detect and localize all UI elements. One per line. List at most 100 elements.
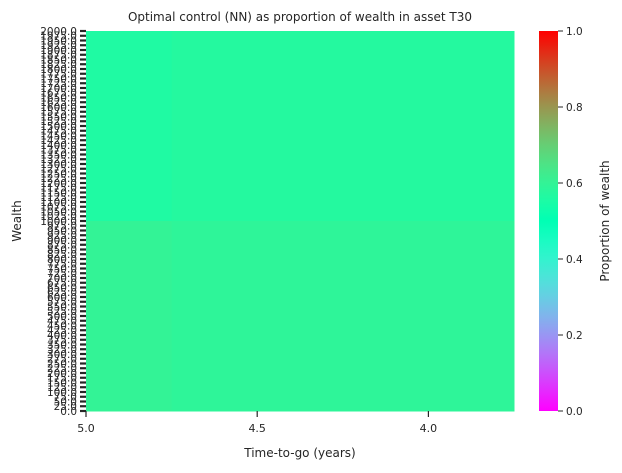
y-tick-label: 1275.0 xyxy=(40,164,77,176)
heatmap-region xyxy=(171,221,515,412)
y-tick-label: 1600.0 xyxy=(40,102,77,114)
y-axis-ticks: 0.025.050.075.0100.0125.0150.0175.0200.0… xyxy=(40,26,86,418)
y-tick-label: 1200.0 xyxy=(40,178,77,190)
y-tick-label: 700.0 xyxy=(47,273,77,285)
y-tick-label: 1800.0 xyxy=(40,64,77,76)
x-tick-label: 4.5 xyxy=(248,422,266,435)
y-tick-label: 425.0 xyxy=(47,325,77,337)
y-tick-label: 1025.0 xyxy=(40,211,77,223)
y-tick-label: 750.0 xyxy=(47,263,77,275)
y-tick-label: 1475.0 xyxy=(40,126,77,138)
y-tick-label: 925.0 xyxy=(47,230,77,242)
y-tick-label: 500.0 xyxy=(47,311,77,323)
y-tick-label: 1500.0 xyxy=(40,121,77,133)
y-tick-label: 100.0 xyxy=(47,387,77,399)
y-tick-label: 1750.0 xyxy=(40,73,77,85)
colorbar-tick-label: 0.2 xyxy=(566,330,583,342)
y-tick-label: 600.0 xyxy=(47,292,77,304)
y-tick-label: 1350.0 xyxy=(40,149,77,161)
y-tick-label: 350.0 xyxy=(47,339,77,351)
y-tick-label: 1575.0 xyxy=(40,107,77,119)
colorbar: 0.0 0.2 0.4 0.6 0.8 1.0 xyxy=(539,26,583,418)
y-tick-label: 725.0 xyxy=(47,268,77,280)
y-tick-label: 575.0 xyxy=(47,297,77,309)
x-tick-label: 4.0 xyxy=(420,422,438,435)
y-tick-label: 0.0 xyxy=(60,406,77,418)
y-tick-label: 1050.0 xyxy=(40,206,77,218)
y-tick-label: 450.0 xyxy=(47,320,77,332)
heatmap-region xyxy=(86,221,173,412)
colorbar-gradient xyxy=(539,31,558,411)
y-tick-label: 1550.0 xyxy=(40,111,77,123)
y-tick-label: 1100.0 xyxy=(40,197,77,209)
y-tick-label: 1825.0 xyxy=(40,59,77,71)
heatmap-region xyxy=(171,31,515,222)
y-tick-label: 1425.0 xyxy=(40,135,77,147)
y-tick-label: 400.0 xyxy=(47,330,77,342)
colorbar-tick-label: 1.0 xyxy=(566,26,583,38)
y-tick-label: 1675.0 xyxy=(40,88,77,100)
y-tick-label: 950.0 xyxy=(47,225,77,237)
y-tick-label: 275.0 xyxy=(47,354,77,366)
y-tick-label: 175.0 xyxy=(47,373,77,385)
y-tick-label: 1725.0 xyxy=(40,78,77,90)
y-tick-label: 1325.0 xyxy=(40,154,77,166)
y-tick-label: 225.0 xyxy=(47,363,77,375)
chart-title: Optimal control (NN) as proportion of we… xyxy=(128,10,472,24)
colorbar-tick-label: 0.4 xyxy=(566,254,583,266)
y-tick-label: 75.0 xyxy=(54,392,77,404)
y-tick-label: 1625.0 xyxy=(40,97,77,109)
y-tick-label: 200.0 xyxy=(47,368,77,380)
y-tick-label: 1900.0 xyxy=(40,45,77,57)
y-tick-label: 1150.0 xyxy=(40,187,77,199)
y-tick-label: 675.0 xyxy=(47,278,77,290)
y-tick-label: 1400.0 xyxy=(40,140,77,152)
y-tick-label: 1175.0 xyxy=(40,183,77,195)
y-tick-label: 325.0 xyxy=(47,344,77,356)
y-tick-label: 1950.0 xyxy=(40,35,77,47)
y-tick-label: 1125.0 xyxy=(40,192,77,204)
colorbar-tick-label: 0.6 xyxy=(566,178,583,190)
x-axis-label: Time-to-go (years) xyxy=(243,446,355,460)
y-tick-label: 1975.0 xyxy=(40,31,77,43)
y-tick-label: 125.0 xyxy=(47,382,77,394)
colorbar-tick-label: 0.0 xyxy=(566,406,583,418)
y-tick-label: 300.0 xyxy=(47,349,77,361)
heatmap-region xyxy=(86,31,173,222)
y-tick-label: 850.0 xyxy=(47,244,77,256)
y-tick-label: 900.0 xyxy=(47,235,77,247)
colorbar-tick-label: 0.8 xyxy=(566,102,583,114)
y-tick-label: 2000.0 xyxy=(40,26,77,38)
y-tick-label: 1225.0 xyxy=(40,173,77,185)
y-tick-label: 1650.0 xyxy=(40,92,77,104)
y-tick-label: 1450.0 xyxy=(40,130,77,142)
y-tick-label: 1075.0 xyxy=(40,202,77,214)
y-tick-label: 625.0 xyxy=(47,287,77,299)
y-tick-label: 150.0 xyxy=(47,377,77,389)
heatmap-cells xyxy=(86,31,515,412)
y-tick-label: 550.0 xyxy=(47,301,77,313)
y-tick-label: 475.0 xyxy=(47,316,77,328)
y-tick-label: 1300.0 xyxy=(40,159,77,171)
y-tick-label: 875.0 xyxy=(47,240,77,252)
y-tick-label: 50.0 xyxy=(54,396,77,408)
y-tick-label: 525.0 xyxy=(47,306,77,318)
y-tick-label: 1850.0 xyxy=(40,54,77,66)
y-tick-label: 975.0 xyxy=(47,221,77,233)
y-axis-label: Wealth xyxy=(10,200,24,242)
y-tick-label: 1875.0 xyxy=(40,50,77,62)
y-tick-label: 25.0 xyxy=(54,401,77,413)
y-tick-label: 1250.0 xyxy=(40,168,77,180)
y-tick-label: 1375.0 xyxy=(40,145,77,157)
y-tick-label: 1700.0 xyxy=(40,83,77,95)
y-tick-label: 375.0 xyxy=(47,335,77,347)
y-tick-label: 1775.0 xyxy=(40,69,77,81)
y-tick-label: 825.0 xyxy=(47,249,77,261)
y-tick-label: 1525.0 xyxy=(40,116,77,128)
y-tick-label: 1925.0 xyxy=(40,40,77,52)
y-tick-label: 650.0 xyxy=(47,282,77,294)
y-tick-label: 800.0 xyxy=(47,254,77,266)
y-tick-label: 775.0 xyxy=(47,259,77,271)
